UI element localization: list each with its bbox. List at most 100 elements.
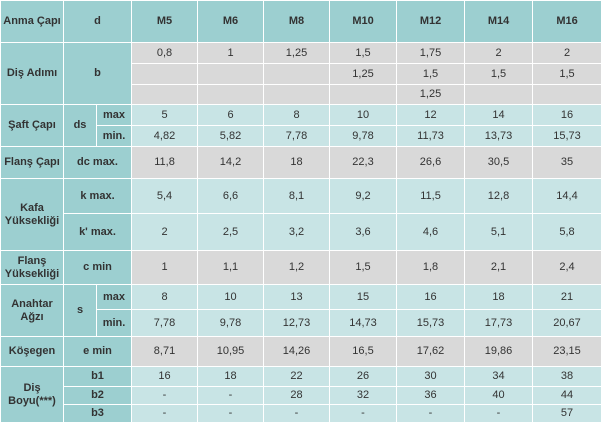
shaft-max-value: 5: [132, 105, 198, 126]
symbol-k2-max: k' max.: [64, 214, 132, 251]
thread-length-b1-value: 34: [465, 367, 533, 387]
pitch-value: [198, 85, 264, 105]
symbol-k-max: k max.: [64, 179, 132, 214]
pitch-value: [330, 85, 397, 105]
symbol-b2: b2: [64, 387, 132, 405]
sub-label-min: min.: [97, 310, 132, 337]
wrench-min-value: 12,73: [264, 310, 330, 337]
header-anma-capi: Anma Çapı: [1, 1, 64, 43]
row-label-saft-capi: Şaft Çapı: [1, 105, 64, 147]
thread-length-b1-value: 18: [198, 367, 264, 387]
flange-height-value: 1,8: [397, 251, 465, 285]
thread-length-b1-value: 22: [264, 367, 330, 387]
pitch-value: 1,5: [533, 64, 601, 85]
header-size: M16: [533, 1, 601, 43]
wrench-min-value: 15,73: [397, 310, 465, 337]
row-label-dis-boyu: Diş Boyu(***): [1, 367, 64, 423]
pitch-value: [264, 64, 330, 85]
pitch-value: 1,25: [330, 64, 397, 85]
flange-height-value: 1,1: [198, 251, 264, 285]
head-height-k2-value: 5,8: [533, 214, 601, 251]
diagonal-value: 19,86: [465, 337, 533, 367]
flange-diameter-value: 26,6: [397, 147, 465, 179]
wrench-max-value: 8: [132, 285, 198, 310]
thread-length-b1-value: 26: [330, 367, 397, 387]
sub-label-max: max: [97, 105, 132, 126]
sub-label-max: max: [97, 285, 132, 310]
flange-diameter-value: 18: [264, 147, 330, 179]
shaft-min-value: 5,82: [198, 126, 264, 147]
wrench-min-value: 7,78: [132, 310, 198, 337]
wrench-max-value: 21: [533, 285, 601, 310]
symbol-b1: b1: [64, 367, 132, 387]
thread-length-b1-value: 30: [397, 367, 465, 387]
thread-length-b2-value: 32: [330, 387, 397, 405]
header-size: M10: [330, 1, 397, 43]
diagonal-value: 10,95: [198, 337, 264, 367]
symbol-dc-max: dc max.: [64, 147, 132, 179]
shaft-min-value: 4,82: [132, 126, 198, 147]
pitch-value: [198, 64, 264, 85]
shaft-max-value: 10: [330, 105, 397, 126]
thread-length-b2-value: 28: [264, 387, 330, 405]
row-label-flans-capi: Flanş Çapı: [1, 147, 64, 179]
header-size: M8: [264, 1, 330, 43]
symbol-c-min: c min: [64, 251, 132, 285]
diagonal-value: 23,15: [533, 337, 601, 367]
flange-height-value: 1,5: [330, 251, 397, 285]
wrench-min-value: 14,73: [330, 310, 397, 337]
wrench-max-value: 18: [465, 285, 533, 310]
diagonal-value: 16,5: [330, 337, 397, 367]
header-size: M14: [465, 1, 533, 43]
thread-length-b2-value: -: [198, 387, 264, 405]
row-label-dis-adimi: Diş Adımı: [1, 43, 64, 105]
wrench-min-value: 17,73: [465, 310, 533, 337]
shaft-min-value: 9,78: [330, 126, 397, 147]
header-d: d: [64, 1, 132, 43]
shaft-max-value: 12: [397, 105, 465, 126]
row-label-anahtar-agzi: Anahtar Ağzı: [1, 285, 64, 337]
symbol-b: b: [64, 43, 132, 105]
head-height-value: 11,5: [397, 179, 465, 214]
row-label-kosegen: Köşegen: [1, 337, 64, 367]
head-height-k2-value: 2: [132, 214, 198, 251]
symbol-e-min: e min: [64, 337, 132, 367]
pitch-value: 1: [198, 43, 264, 64]
symbol-s: s: [64, 285, 97, 337]
head-height-k2-value: 3,2: [264, 214, 330, 251]
pitch-value: 1,25: [397, 85, 465, 105]
shaft-max-value: 16: [533, 105, 601, 126]
shaft-max-value: 14: [465, 105, 533, 126]
flange-height-value: 1: [132, 251, 198, 285]
shaft-min-value: 11,73: [397, 126, 465, 147]
head-height-k2-value: 4,6: [397, 214, 465, 251]
pitch-value: [465, 85, 533, 105]
flange-diameter-value: 22,3: [330, 147, 397, 179]
pitch-value: 1,75: [397, 43, 465, 64]
wrench-min-value: 9,78: [198, 310, 264, 337]
head-height-value: 9,2: [330, 179, 397, 214]
pitch-value: 1,5: [330, 43, 397, 64]
head-height-value: 5,4: [132, 179, 198, 214]
wrench-max-value: 16: [397, 285, 465, 310]
head-height-value: 8,1: [264, 179, 330, 214]
shaft-min-value: 15,73: [533, 126, 601, 147]
head-height-value: 12,8: [465, 179, 533, 214]
pitch-value: [533, 85, 601, 105]
header-size: M5: [132, 1, 198, 43]
shaft-max-value: 6: [198, 105, 264, 126]
head-height-k2-value: 2,5: [198, 214, 264, 251]
flange-diameter-value: 11,8: [132, 147, 198, 179]
wrench-min-value: 20,67: [533, 310, 601, 337]
thread-length-b1-value: 38: [533, 367, 601, 387]
pitch-value: 1,5: [397, 64, 465, 85]
head-height-k2-value: 3,6: [330, 214, 397, 251]
row-label-kafa-yuksekligi: Kafa Yüksekliği: [1, 179, 64, 251]
